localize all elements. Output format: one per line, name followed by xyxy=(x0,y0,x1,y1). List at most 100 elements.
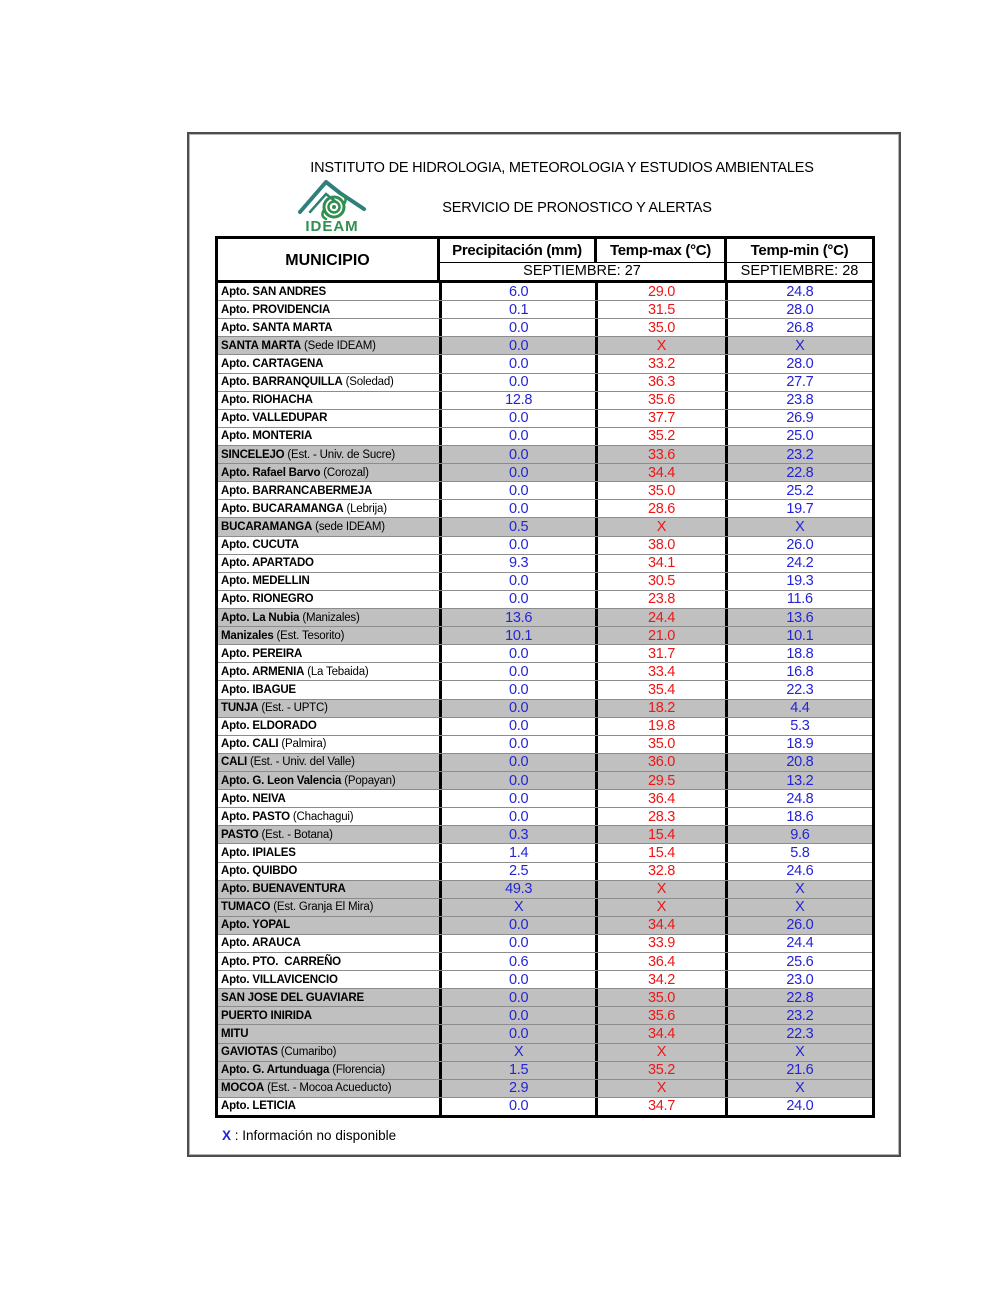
municipality-name: Apto. CARTAGENA xyxy=(221,357,324,370)
tempmin-value: 4.4 xyxy=(790,700,810,717)
station-note: (Palmira) xyxy=(278,738,327,751)
precipitation-value: 12.8 xyxy=(442,391,599,409)
precipitation-value: 6.0 xyxy=(442,283,599,301)
municipality-name-cell: Apto. VALLEDUPAR xyxy=(218,409,442,427)
municipality-name-cell: SINCELEJO (Est. - Univ. de Sucre) xyxy=(218,445,442,464)
tempmax-value: 35.0 xyxy=(598,989,728,1007)
municipality-name: BUCARAMANGA xyxy=(221,520,313,533)
precipitation-value: 0.0 xyxy=(442,771,599,790)
municipality-name: GAVIOTAS xyxy=(221,1046,278,1059)
precipitation-value: 0.0 xyxy=(442,753,599,771)
legend-x-symbol: X xyxy=(222,1128,232,1143)
municipality-name-cell: CALI (Est. - Univ. del Valle) xyxy=(218,753,442,771)
table-row: CALI (Est. - Univ. del Valle) 0.0 36.0 2… xyxy=(218,752,872,771)
precipitation-value: 0.0 xyxy=(442,319,599,337)
tempmin-value: 28.0 xyxy=(786,355,814,372)
org-title: INSTITUTO DE HIDROLOGIA, METEOROLOGIA Y … xyxy=(310,160,814,176)
municipality-name: Manizales xyxy=(221,629,274,642)
precipitation-value: 1.5 xyxy=(442,1061,599,1079)
municipality-name: Apto. RIONEGRO xyxy=(221,593,314,606)
tempmax-value: 37.7 xyxy=(598,409,728,427)
tempmin-value: X xyxy=(795,1080,805,1097)
municipality-name: MOCOA xyxy=(221,1082,265,1095)
municipality-name: Apto. APARTADO xyxy=(221,557,314,570)
table-row: Apto. MEDELLIN 0.0 30.5 19.3 xyxy=(218,571,872,590)
tempmax-value: X xyxy=(598,1079,728,1097)
tempmax-value: 29.5 xyxy=(598,771,728,790)
tempmax-value: 35.2 xyxy=(598,427,728,445)
municipality-name-cell: PUERTO INIRIDA xyxy=(218,1007,442,1025)
municipality-name: Apto. BUENAVENTURA xyxy=(221,883,346,896)
precipitation-value: 0.0 xyxy=(442,1097,599,1116)
tempmax-value: 35.6 xyxy=(598,1007,728,1025)
table-row: Apto. CUCUTA 0.0 38.0 26.0 xyxy=(218,535,872,554)
municipality-name-cell: Apto. BUENAVENTURA xyxy=(218,880,442,898)
table-row: Apto. CARTAGENA 0.0 33.2 28.0 xyxy=(218,354,872,373)
municipality-name-cell: Apto. CALI (Palmira) xyxy=(218,735,442,753)
precipitation-value: 49.3 xyxy=(442,880,599,898)
municipality-name: SINCELEJO xyxy=(221,448,285,461)
table-row: Apto. ARMENIA (La Tebaida) 0.0 33.4 16.8 xyxy=(218,662,872,681)
station-note: (Est. - Botana) xyxy=(258,828,333,841)
municipality-name-cell: TUMACO (Est. Granja El Mira) xyxy=(218,898,442,916)
tempmin-value: 19.3 xyxy=(786,573,814,590)
table-row: GAVIOTAS (Cumaribo) X X X xyxy=(218,1042,872,1061)
municipality-name-cell: Apto. BARRANCABERMEJA xyxy=(218,482,442,500)
table-header-right: Precipitación (mm) Temp-max (°C) Temp-mi… xyxy=(440,239,872,280)
tempmax-value: 19.8 xyxy=(598,717,728,735)
tempmin-value: 22.3 xyxy=(786,681,814,698)
municipality-name: Apto. QUIBDO xyxy=(221,865,298,878)
header-cell-tempmax: Temp-max (°C) xyxy=(597,239,727,262)
municipality-name-cell: Apto. Rafael Barvo (Corozal) xyxy=(218,464,442,482)
municipality-name: Apto. MEDELLIN xyxy=(221,575,310,588)
table-row: Apto. PASTO (Chachagui) 0.0 28.3 18.6 xyxy=(218,807,872,826)
tempmin-value: 13.6 xyxy=(786,609,814,626)
tempmin-value: 24.6 xyxy=(786,863,814,880)
tempmax-value: 35.6 xyxy=(598,391,728,409)
precipitation-value: 2.9 xyxy=(442,1079,599,1097)
precipitation-value: 0.0 xyxy=(442,337,599,355)
tempmax-value: 33.2 xyxy=(598,355,728,373)
precipitation-value: 9.3 xyxy=(442,554,599,572)
municipality-name-cell: Apto. APARTADO xyxy=(218,554,442,572)
table-row: Apto. RIOHACHA 12.8 35.6 23.8 xyxy=(218,390,872,409)
tempmin-value: 24.4 xyxy=(786,935,814,952)
table-row: Apto. QUIBDO 2.5 32.8 24.6 xyxy=(218,861,872,880)
municipality-name-cell: Apto. IBAGUE xyxy=(218,681,442,699)
logo-spiral-shape xyxy=(321,193,347,221)
tempmin-value: 24.0 xyxy=(786,1098,814,1115)
municipality-name-cell: SAN JOSE DEL GUAVIARE xyxy=(218,989,442,1007)
table-row: Apto. ELDORADO 0.0 19.8 5.3 xyxy=(218,716,872,735)
precipitation-value: 0.0 xyxy=(442,445,599,464)
tempmin-value: 5.8 xyxy=(790,844,810,861)
precipitation-value: 0.0 xyxy=(442,735,599,753)
precipitation-value: 0.0 xyxy=(442,464,599,482)
municipality-name: Apto. RIOHACHA xyxy=(221,394,313,407)
tempmin-value: 20.8 xyxy=(786,754,814,771)
municipality-name: Apto. Rafael Barvo xyxy=(221,466,321,479)
tempmin-value: 25.6 xyxy=(786,953,814,970)
ideam-logo: IDEAM xyxy=(296,174,368,235)
tempmax-value: 28.3 xyxy=(598,808,728,826)
tempmin-value: 26.9 xyxy=(786,410,814,427)
table-row: Apto. SANTA MARTA 0.0 35.0 26.8 xyxy=(218,318,872,337)
municipality-name: Apto. VALLEDUPAR xyxy=(221,412,328,425)
date-row: SEPTIEMBRE: 27 SEPTIEMBRE: 28 xyxy=(440,262,872,280)
precipitation-value: 0.0 xyxy=(442,1007,599,1025)
precipitation-value: 0.1 xyxy=(442,301,599,319)
tempmax-value: X xyxy=(598,898,728,916)
municipality-name: Apto. NEIVA xyxy=(221,792,286,805)
municipality-name: Apto. BARRANCABERMEJA xyxy=(221,484,373,497)
tempmin-value: 23.2 xyxy=(786,446,814,463)
table-row: TUNJA (Est. - UPTC) 0.0 18.2 4.4 xyxy=(218,698,872,717)
tempmin-value: X xyxy=(795,899,805,916)
table-row: Apto. BARRANCABERMEJA 0.0 35.0 25.2 xyxy=(218,481,872,500)
table-row: Apto. CALI (Palmira) 0.0 35.0 18.9 xyxy=(218,734,872,753)
table-row: Apto. RIONEGRO 0.0 23.8 11.6 xyxy=(218,589,872,608)
station-note: (Est. Tesorito) xyxy=(273,629,345,642)
municipality-name: Apto. VILLAVICENCIO xyxy=(221,973,338,986)
municipality-name: Apto. BUCARAMANGA xyxy=(221,502,344,515)
precipitation-value: 0.0 xyxy=(442,699,599,717)
tempmax-value: 32.8 xyxy=(598,862,728,880)
municipality-name-cell: Apto. BARRANQUILLA (Soledad) xyxy=(218,373,442,391)
